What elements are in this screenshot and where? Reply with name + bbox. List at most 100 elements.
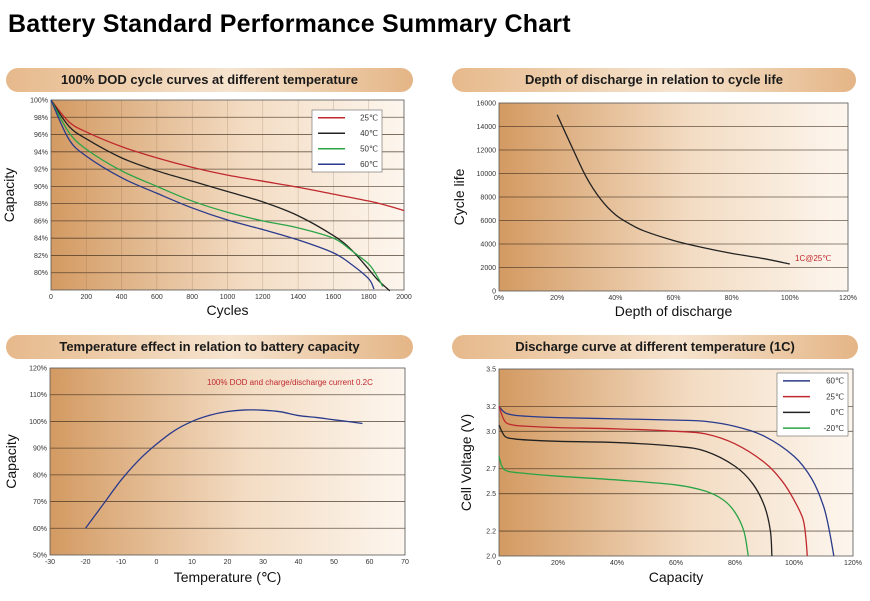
x-tick-label: 50 — [330, 559, 338, 566]
x-tick-label: 0 — [155, 559, 159, 566]
series-line--20 — [498, 456, 749, 557]
x-tick-label: 400 — [116, 294, 128, 301]
y-tick-label: 2.2 — [486, 529, 496, 536]
x-tick-label: 20% — [550, 295, 564, 302]
y-tick-label: 14000 — [477, 124, 497, 131]
x-tick-label: 600 — [151, 294, 163, 301]
y-tick-label: 80% — [33, 472, 47, 479]
x-tick-label: 1000 — [220, 294, 236, 301]
y-tick-label: 100% — [29, 419, 47, 426]
y-tick-label: 3.2 — [486, 404, 496, 411]
y-tick-label: 82% — [34, 253, 48, 260]
x-tick-label: 20 — [224, 559, 232, 566]
legend-box — [776, 372, 849, 437]
y-tick-label: 110% — [30, 392, 47, 399]
x-tick-label: 200 — [80, 294, 92, 301]
x-tick-label: 80% — [728, 560, 742, 567]
chart-annotation: 1C@25℃ — [795, 254, 831, 263]
y-tick-label: 90% — [33, 446, 47, 453]
y-tick-label: 60% — [33, 526, 47, 533]
x-tick-label: 20% — [551, 560, 565, 567]
y-tick-label: 2.7 — [486, 466, 496, 473]
series-line-60 — [50, 99, 375, 290]
y-tick-label: 2000 — [480, 265, 496, 272]
y-tick-label: 70% — [33, 499, 47, 506]
y-tick-label: 120% — [29, 366, 47, 373]
y-tick-label: 50% — [33, 553, 47, 560]
x-tick-label: 60% — [666, 295, 680, 302]
series-line-50 — [50, 99, 384, 287]
x-axis-label: Capacity — [649, 569, 703, 585]
y-tick-label: 80% — [34, 270, 48, 277]
legend-entry: 40℃ — [360, 129, 378, 138]
x-tick-label: 40 — [295, 559, 303, 566]
x-tick-label: -30 — [45, 559, 55, 566]
y-tick-label: 0 — [492, 289, 496, 296]
x-tick-label: 100% — [781, 295, 799, 302]
y-tick-label: 12000 — [477, 148, 497, 155]
y-tick-label: 3.0 — [486, 429, 496, 436]
panel-title: Temperature effect in relation to batter… — [59, 339, 360, 354]
plot-frame — [498, 102, 849, 292]
y-tick-label: 90% — [34, 184, 48, 191]
chart-annotation: 100% DOD and charge/discharge current 0.… — [207, 378, 373, 387]
y-tick-label: 92% — [34, 167, 48, 174]
x-tick-label: 30 — [259, 559, 267, 566]
plot-frame — [49, 367, 406, 556]
legend-entry: 60℃ — [826, 377, 844, 386]
legend: 25℃ 40℃ 50℃ 60℃ — [311, 109, 383, 173]
x-tick-label: 40% — [608, 295, 622, 302]
x-tick-label: -10 — [116, 559, 126, 566]
y-tick-label: 94% — [34, 149, 48, 156]
y-tick-label: 8000 — [480, 195, 496, 202]
x-tick-label: 10 — [188, 559, 196, 566]
x-tick-label: 1400 — [290, 294, 306, 301]
x-tick-label: 0% — [494, 295, 504, 302]
legend-entry: 50℃ — [360, 145, 378, 154]
legend-entry: -20℃ — [823, 424, 844, 433]
series-line-25 — [50, 99, 405, 212]
x-tick-label: 100% — [785, 560, 803, 567]
plot-frame — [498, 368, 854, 557]
x-tick-label: 2000 — [396, 294, 412, 301]
y-tick-label: 10000 — [477, 171, 497, 178]
series-line-0 — [498, 424, 773, 557]
y-tick-label: 96% — [34, 132, 48, 139]
y-tick-label: 16000 — [477, 101, 497, 108]
panel-title: 100% DOD cycle curves at different tempe… — [61, 72, 358, 87]
legend: 60℃ 25℃ 0℃ -20℃ — [776, 372, 849, 437]
y-axis-label: Cell Voltage (V) — [458, 414, 474, 511]
x-tick-label: 1800 — [361, 294, 377, 301]
legend-entry: 0℃ — [831, 408, 844, 417]
y-axis-label: Capacity — [3, 434, 19, 488]
y-tick-label: 6000 — [480, 218, 496, 225]
series-line — [84, 409, 363, 529]
y-tick-label: 2.0 — [486, 554, 496, 561]
legend-entry: 60℃ — [360, 160, 378, 169]
panel-header-dod-cycle: 100% DOD cycle curves at different tempe… — [6, 68, 413, 92]
series-line-60 — [498, 405, 835, 557]
x-tick-label: 70 — [401, 559, 409, 566]
panel-header-temp-capacity: Temperature effect in relation to batter… — [6, 335, 413, 359]
x-axis-label: Temperature (℃) — [174, 569, 282, 585]
series-line-25 — [498, 406, 808, 557]
panel-title: Discharge curve at different temperature… — [515, 339, 795, 354]
plot-area — [50, 368, 405, 555]
x-tick-label: 1600 — [326, 294, 342, 301]
series-line-40 — [50, 99, 391, 292]
x-tick-label: -20 — [80, 559, 90, 566]
y-axis-label: Cycle life — [451, 168, 467, 225]
y-axis-label: Capacity — [1, 168, 17, 222]
x-tick-label: 40% — [610, 560, 624, 567]
x-tick-label: 60% — [669, 560, 683, 567]
legend-entry: 25℃ — [826, 392, 844, 401]
plot-frame — [50, 99, 405, 291]
panel-header-dod-cycle-life: Depth of discharge in relation to cycle … — [452, 68, 856, 92]
y-tick-label: 86% — [34, 218, 48, 225]
x-tick-label: 120% — [844, 560, 862, 567]
x-tick-label: 120% — [839, 295, 857, 302]
